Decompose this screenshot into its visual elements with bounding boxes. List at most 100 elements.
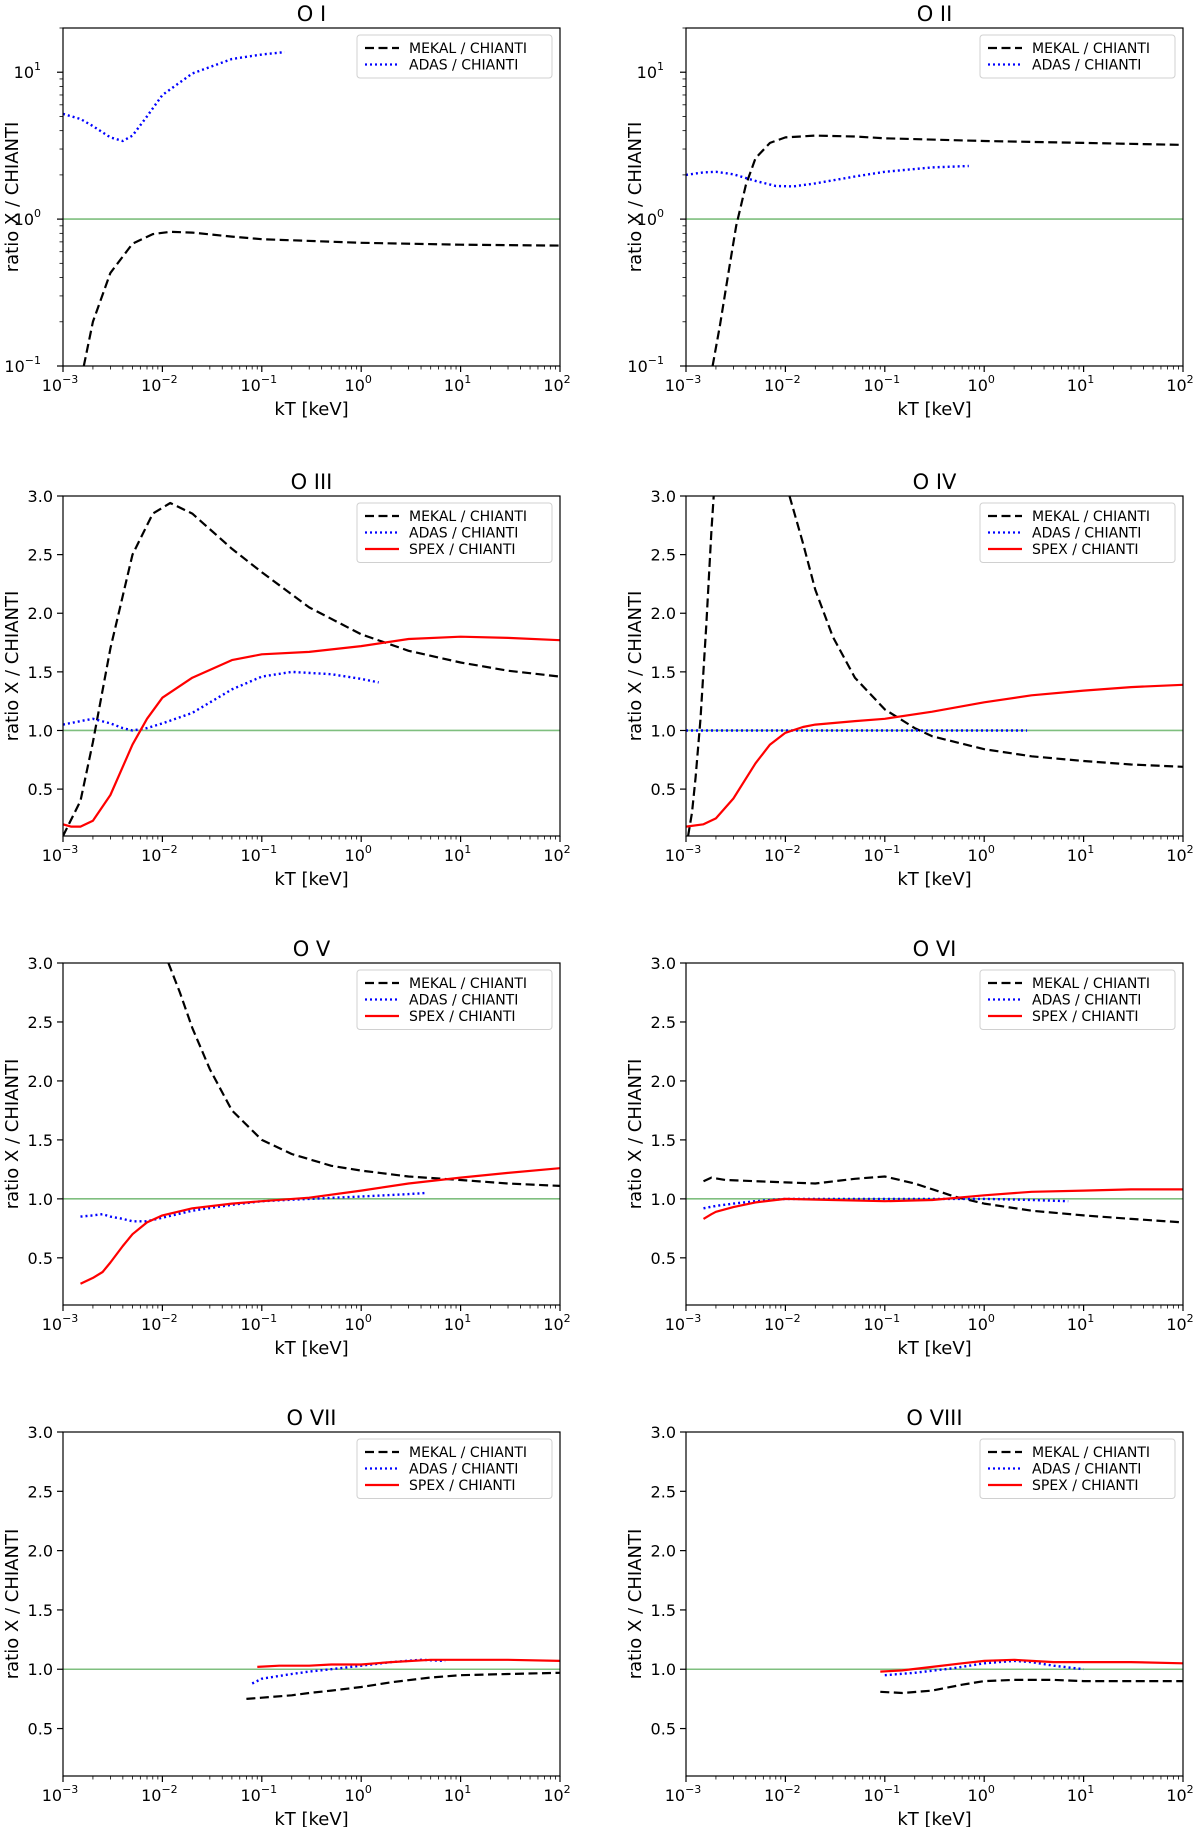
x-tick-label: 102 <box>543 373 570 395</box>
chart-panel-6: 10−3 10−2 10−1 100 101 102 0.5 1.0 1.5 2.0 2.5 3.0 O… <box>625 937 1194 1359</box>
legend-entry: ADAS / CHIANTI <box>1032 1462 1141 1478</box>
y-tick-label: 2.0 <box>651 1072 676 1091</box>
legend-entry: SPEX / CHIANTI <box>409 1009 516 1025</box>
y-tick-label: 101 <box>637 60 664 82</box>
x-tick-label: 10−1 <box>241 843 278 865</box>
chart-panel-8: 10−3 10−2 10−1 100 101 102 0.5 1.0 1.5 2.0 2.5 3.0 O… <box>625 1406 1194 1827</box>
x-tick-label: 10−1 <box>241 1312 278 1334</box>
y-tick-label: 1.5 <box>28 663 53 682</box>
y-tick-label: 3.0 <box>28 954 53 973</box>
x-tick-label: 10−3 <box>42 1783 79 1805</box>
legend-entry: ADAS / CHIANTI <box>1032 58 1141 74</box>
x-tick-label: 10−1 <box>864 1783 901 1805</box>
y-tick-label: 0.5 <box>28 1249 53 1268</box>
x-axis-label: kT [keV] <box>274 869 348 890</box>
x-tick-label: 10−2 <box>141 1783 178 1805</box>
x-tick-label: 102 <box>1166 373 1193 395</box>
x-tick-label: 101 <box>444 373 471 395</box>
y-tick-label: 3.0 <box>28 1423 53 1442</box>
legend-entry: MEKAL / CHIANTI <box>1032 1445 1150 1461</box>
y-axis-label: ratio X / CHIANTI <box>625 1059 646 1210</box>
axes-frame <box>62 1431 561 1777</box>
axes-frame <box>685 27 1184 367</box>
series-line-spex <box>702 1188 1183 1220</box>
chart-title: O VII <box>287 1406 337 1430</box>
x-tick-label: 102 <box>1166 1783 1193 1805</box>
y-tick-label: 2.5 <box>28 546 53 565</box>
y-tick-label: 2.5 <box>28 1482 53 1501</box>
y-axis-label: ratio X / CHIANTI <box>625 591 646 742</box>
x-axis-label: kT [keV] <box>274 1809 348 1827</box>
x-tick-label: 10−3 <box>42 1312 79 1334</box>
y-axis-label: ratio X / CHIANTI <box>2 1529 23 1680</box>
chart-title: O IV <box>913 470 957 494</box>
x-tick-label: 102 <box>543 1783 570 1805</box>
legend-entry: MEKAL / CHIANTI <box>1032 509 1150 525</box>
series-line-adas <box>686 164 969 188</box>
y-axis-label: ratio X / CHIANTI <box>625 1529 646 1680</box>
x-tick-label: 10−1 <box>241 1783 278 1805</box>
x-tick-label: 10−3 <box>42 373 79 395</box>
series-line-adas <box>884 1659 1084 1677</box>
legend-box <box>356 1438 553 1499</box>
x-tick-label: 10−3 <box>665 1312 702 1334</box>
x-tick-label: 100 <box>345 843 372 865</box>
x-tick-label: 10−2 <box>764 843 801 865</box>
axes-frame <box>62 27 561 367</box>
series-line-spex <box>80 1167 560 1285</box>
series-line-mekal-upper <box>788 496 1183 768</box>
x-tick-label: 102 <box>1166 1312 1193 1334</box>
legend-box <box>356 969 553 1030</box>
chart-panel-5: 10−3 10−2 10−1 100 101 102 0.5 1.0 1.5 2.0 2.5 3.0 O… <box>2 937 571 1359</box>
y-tick-label: 0.5 <box>651 780 676 799</box>
axes-frame <box>62 495 561 837</box>
y-tick-label: 1.0 <box>28 1660 53 1679</box>
chart-panel-3: 10−3 10−2 10−1 100 101 102 0.5 1.0 1.5 2.0 2.5 3.0 O… <box>2 470 571 890</box>
y-tick-label: 1.5 <box>651 1601 676 1620</box>
series-line-mekal <box>63 501 560 836</box>
x-tick-label: 101 <box>1067 843 1094 865</box>
x-axis-label: kT [keV] <box>274 399 348 420</box>
y-tick-label: 2.0 <box>651 604 676 623</box>
legend-box <box>979 1438 1176 1499</box>
y-tick-label: 10−1 <box>627 354 664 376</box>
x-tick-label: 101 <box>1067 1312 1094 1334</box>
y-tick-label: 10−1 <box>4 354 41 376</box>
legend-entry: SPEX / CHIANTI <box>1032 1009 1139 1025</box>
y-tick-label: 3.0 <box>28 487 53 506</box>
chart-title: O VIII <box>906 1406 962 1430</box>
series-line-adas <box>63 50 285 143</box>
x-axis-label: kT [keV] <box>897 399 971 420</box>
series-line-mekal <box>880 1678 1183 1695</box>
legend-entry: ADAS / CHIANTI <box>409 526 518 542</box>
x-tick-label: 100 <box>968 373 995 395</box>
legend-entry: SPEX / CHIANTI <box>1032 542 1139 558</box>
x-tick-label: 10−2 <box>141 843 178 865</box>
x-tick-label: 10−3 <box>42 843 79 865</box>
x-tick-label: 10−2 <box>764 373 801 395</box>
x-axis-label: kT [keV] <box>897 1809 971 1827</box>
y-tick-label: 2.5 <box>651 546 676 565</box>
y-tick-label: 0.5 <box>28 780 53 799</box>
x-tick-label: 10−1 <box>864 843 901 865</box>
y-tick-label: 0.5 <box>651 1720 676 1739</box>
y-tick-label: 1.0 <box>651 1190 676 1209</box>
y-axis-label: ratio X / CHIANTI <box>2 1059 23 1210</box>
legend-entry: ADAS / CHIANTI <box>409 993 518 1009</box>
x-tick-label: 101 <box>1067 1783 1094 1805</box>
legend-box <box>979 502 1176 563</box>
y-tick-label: 1.0 <box>28 721 53 740</box>
y-tick-label: 0.5 <box>28 1720 53 1739</box>
x-axis-label: kT [keV] <box>897 1338 971 1359</box>
x-tick-label: 101 <box>444 1312 471 1334</box>
x-tick-label: 101 <box>444 1783 471 1805</box>
series-line-mekal <box>711 134 1183 366</box>
legend-entry: SPEX / CHIANTI <box>409 542 516 558</box>
legend-entry: MEKAL / CHIANTI <box>409 509 527 525</box>
x-tick-label: 10−2 <box>764 1312 801 1334</box>
x-tick-label: 100 <box>968 843 995 865</box>
